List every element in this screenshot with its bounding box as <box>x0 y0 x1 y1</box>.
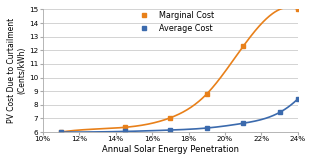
Average Cost <box>205 127 209 129</box>
Average Cost <box>241 122 245 124</box>
X-axis label: Annual Solar Energy Penetration: Annual Solar Energy Penetration <box>102 145 239 154</box>
Line: Marginal Cost: Marginal Cost <box>59 8 300 134</box>
Average Cost <box>296 98 300 100</box>
Y-axis label: PV Cost Due to Curtailment
(Cents/kWh): PV Cost Due to Curtailment (Cents/kWh) <box>7 18 26 123</box>
Legend: Marginal Cost, Average Cost: Marginal Cost, Average Cost <box>136 11 214 33</box>
Marginal Cost <box>241 45 245 47</box>
Marginal Cost <box>168 117 172 119</box>
Marginal Cost <box>123 126 126 128</box>
Line: Average Cost: Average Cost <box>59 97 300 134</box>
Average Cost <box>278 111 282 113</box>
Average Cost <box>59 131 63 133</box>
Marginal Cost <box>296 9 300 10</box>
Average Cost <box>123 130 126 132</box>
Marginal Cost <box>59 131 63 133</box>
Marginal Cost <box>205 93 209 95</box>
Average Cost <box>168 129 172 131</box>
